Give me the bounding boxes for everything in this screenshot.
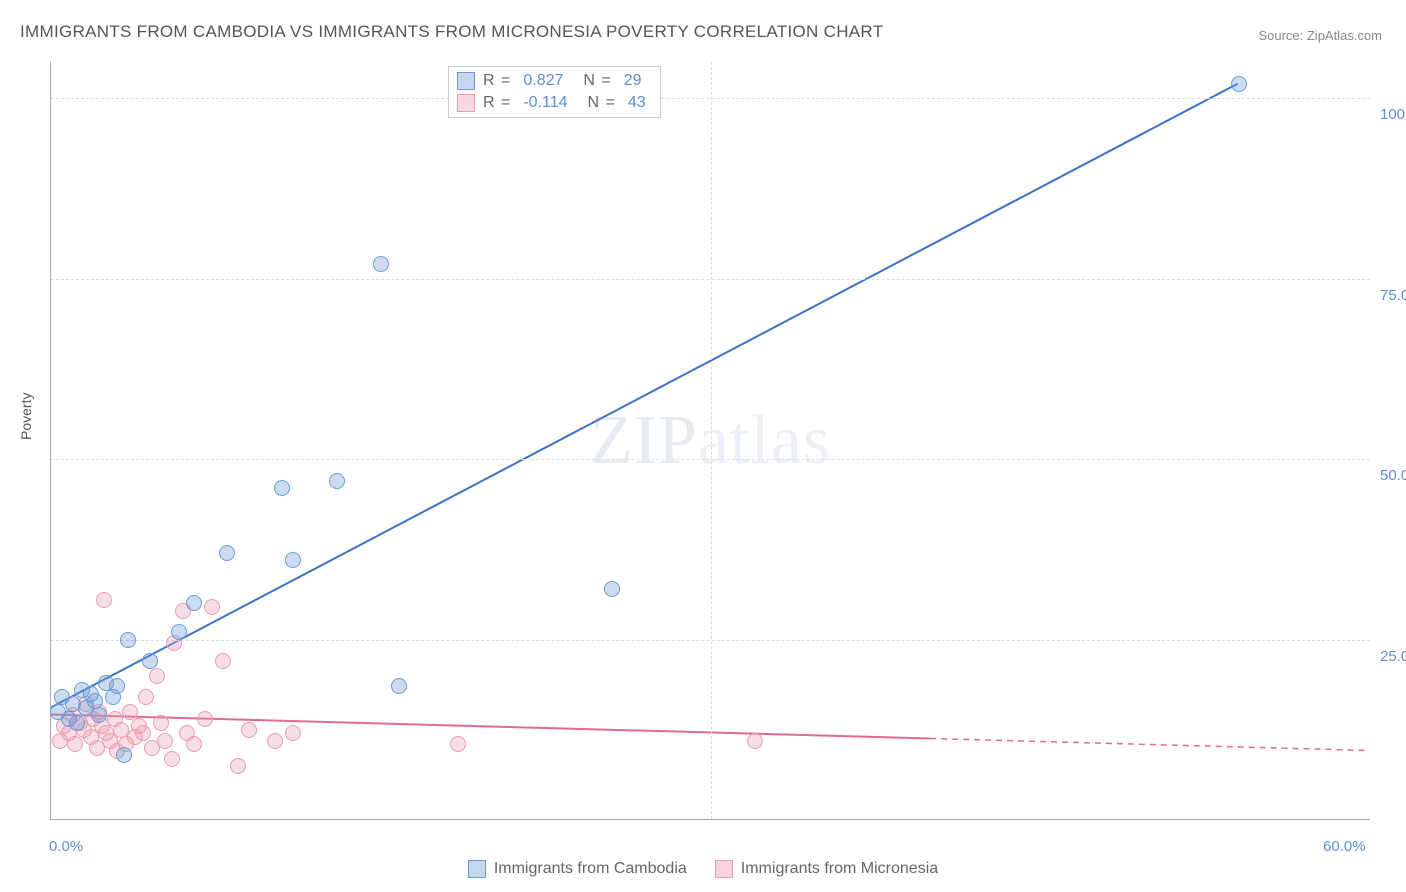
source-attribution: Source: ZipAtlas.com: [1258, 28, 1382, 43]
stats-row: R = -0.114 N = 43: [457, 92, 650, 114]
y-tick-label: 25.0%: [1380, 648, 1406, 665]
y-axis-label: Poverty: [18, 393, 34, 440]
data-point: [329, 473, 345, 489]
data-point: [138, 689, 154, 705]
x-tick-label: 0.0%: [49, 838, 83, 855]
stats-legend-box: R = 0.827 N = 29 R = -0.114 N = 43: [448, 66, 661, 118]
data-point: [747, 733, 763, 749]
data-point: [69, 715, 85, 731]
y-tick-label: 100.0%: [1380, 106, 1406, 123]
bottom-legend: Immigrants from Cambodia Immigrants from …: [0, 860, 1406, 878]
data-point: [373, 256, 389, 272]
data-point: [91, 707, 107, 723]
gridline-v: [711, 62, 712, 819]
r-label: R =: [483, 72, 511, 90]
legend-swatch-icon: [715, 860, 733, 878]
data-point: [241, 722, 257, 738]
data-point: [285, 552, 301, 568]
data-point: [157, 733, 173, 749]
data-point: [391, 678, 407, 694]
stats-row: R = 0.827 N = 29: [457, 70, 650, 92]
data-point: [285, 725, 301, 741]
r-label: R =: [483, 94, 511, 112]
data-point: [116, 747, 132, 763]
data-point: [267, 733, 283, 749]
x-tick-label: 60.0%: [1323, 838, 1366, 855]
plot-area: ZIPatlas 25.0%50.0%75.0%100.0%0.0%60.0%: [50, 62, 1370, 820]
data-point: [171, 624, 187, 640]
r-value: 0.827: [519, 72, 567, 90]
data-point: [142, 653, 158, 669]
legend-item: Immigrants from Micronesia: [715, 860, 938, 878]
data-point: [219, 545, 235, 561]
data-point: [149, 668, 165, 684]
trend-line-dashed: [930, 738, 1369, 750]
r-value: -0.114: [519, 94, 571, 112]
data-point: [120, 632, 136, 648]
legend-label: Immigrants from Micronesia: [741, 860, 938, 878]
chart-title: IMMIGRANTS FROM CAMBODIA VS IMMIGRANTS F…: [20, 22, 883, 42]
data-point: [186, 736, 202, 752]
data-point: [204, 599, 220, 615]
data-point: [1231, 76, 1247, 92]
trend-line: [51, 84, 1237, 708]
data-point: [186, 595, 202, 611]
n-value: 29: [620, 72, 646, 90]
data-point: [450, 736, 466, 752]
n-label: N =: [583, 72, 611, 90]
data-point: [109, 678, 125, 694]
data-point: [230, 758, 246, 774]
y-tick-label: 75.0%: [1380, 287, 1406, 304]
data-point: [604, 581, 620, 597]
data-point: [135, 725, 151, 741]
data-point: [215, 653, 231, 669]
y-tick-label: 50.0%: [1380, 467, 1406, 484]
legend-label: Immigrants from Cambodia: [494, 860, 687, 878]
n-label: N =: [588, 94, 616, 112]
n-value: 43: [624, 94, 650, 112]
data-point: [153, 715, 169, 731]
series-swatch-icon: [457, 72, 475, 90]
data-point: [122, 704, 138, 720]
legend-swatch-icon: [468, 860, 486, 878]
data-point: [164, 751, 180, 767]
data-point: [274, 480, 290, 496]
series-swatch-icon: [457, 94, 475, 112]
data-point: [67, 736, 83, 752]
legend-item: Immigrants from Cambodia: [468, 860, 687, 878]
data-point: [197, 711, 213, 727]
data-point: [96, 592, 112, 608]
